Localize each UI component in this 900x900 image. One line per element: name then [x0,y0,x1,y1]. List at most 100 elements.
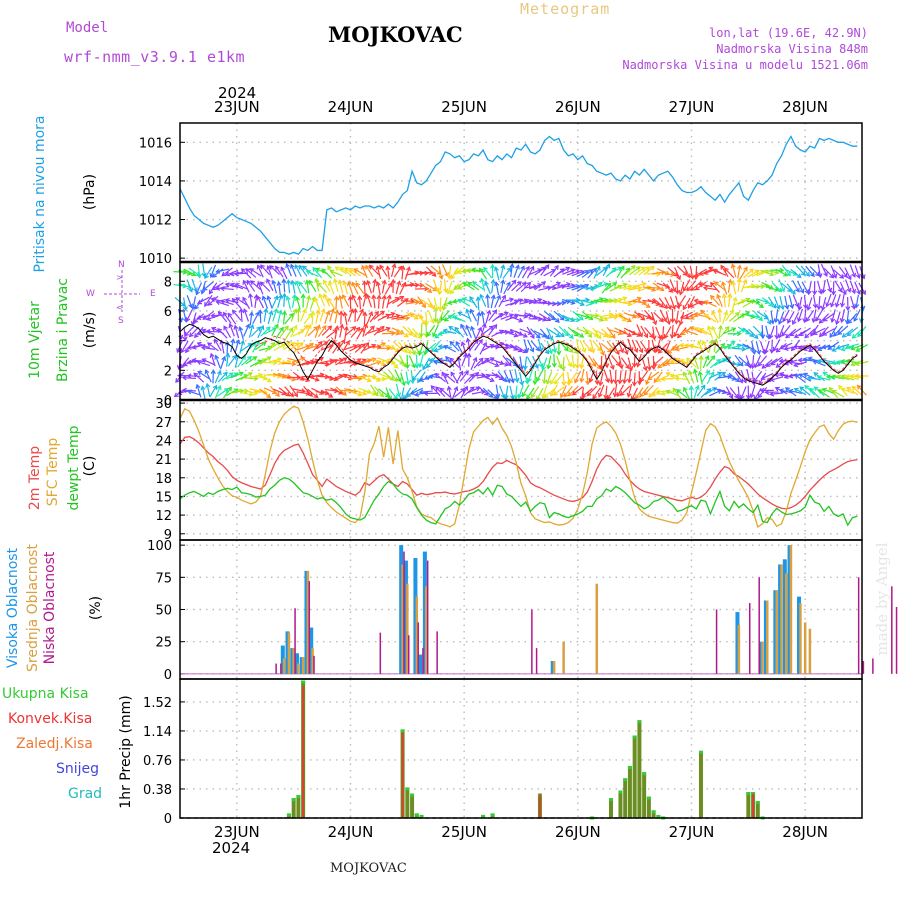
precipitation-ytick-label: 0 [164,812,172,827]
wind-arrow [653,356,664,366]
wind-arrow [449,341,460,352]
wind-arrow-head [365,279,371,286]
wind-arrow [714,371,726,381]
wind-arrow [576,299,590,302]
wind-arrow-head [306,323,312,330]
wind-arrow-head [793,362,799,368]
wind-arrow [589,369,595,383]
wind-arrow-head [210,297,216,303]
wind-arrow-head [479,277,485,283]
wind-arrow-head [522,365,528,371]
wind-arrow [600,355,603,369]
wind-arrow [410,370,414,384]
wind-arrow [404,267,411,280]
wind-arrow-head [635,266,641,271]
wind-arrow-head [501,294,506,300]
high-cloud-bar [773,590,778,674]
wind-arrow [382,312,395,318]
wind-arrow [809,266,820,277]
wind-arrow [546,371,553,384]
wind-arrow [746,369,751,382]
wind-arrow [558,325,569,337]
wind-arrow [467,338,471,352]
wind-arrow-head [821,344,827,350]
wind-arrow [627,357,633,371]
wind-arrow [201,280,207,294]
wind-arrow [202,358,215,366]
low-cloud-bar [280,663,282,674]
total-rain-bar [405,787,410,818]
wind-arrow [481,344,494,352]
wind-arrow-head [298,341,304,347]
wind-arrow-head [554,318,560,323]
wind-arrow [581,387,593,398]
wind-arrow-head [233,271,239,277]
model-elevation-label: Nadmorska Visina u modelu 1521.06m [622,58,868,72]
wind-arrow [434,373,446,383]
wind-arrow-head [709,371,715,377]
wind-arrow-head [180,348,186,354]
wind-arrow-head [567,362,573,368]
wind-arrow-head [211,272,217,278]
wind-arrow [546,340,553,354]
mid-cloud-bar [775,590,778,674]
high-cloud-bar [778,564,783,674]
top-date-label: 28JUN [782,98,829,116]
wind-arrow [683,372,691,385]
total-rain-bar [291,798,296,818]
wind-arrow-head [827,287,833,293]
wind-arrow [605,385,608,399]
wind-arrow [751,340,756,354]
wind-arrow [466,309,472,322]
wind-arrow [547,355,552,369]
wind-arrow [410,297,423,304]
wind-arrow [537,338,543,352]
wind-arrow [747,269,759,278]
wind-arrow [378,388,390,398]
wind-arrow-head [799,386,805,392]
wind-arrow-head [759,387,765,394]
wind-arrow-head [779,372,785,377]
wind-arrow-head [490,294,496,300]
wind-arrow [396,317,410,321]
wind-arrow-head [584,269,590,275]
wind-arrow-head [741,346,747,352]
wind-arrow-head [794,374,800,379]
wind-arrow-head [227,312,233,318]
wind-arrow-head [492,323,498,329]
wind-arrow-head [421,303,427,309]
mid-cloud-bar [415,596,419,674]
wind-arrow [417,296,426,308]
total-rain-bar-cap [646,796,651,800]
wind-arrow-head [612,282,618,287]
wind-arrow-head [217,328,223,333]
wind-arrow-head [215,285,221,291]
wind-ytick-label: 0 [164,394,172,409]
wind-arrow-head [224,271,231,277]
wind-arrow [740,386,747,399]
wind-arrow-head [554,379,559,385]
wind-arrow-head [805,271,810,277]
wind-arrow-head [774,269,780,275]
wind-arrow-head [202,286,208,291]
wind-arrow-head [769,391,775,397]
wind-arrow [821,297,827,310]
wind-arrow [249,268,262,277]
mid-cloud-bar [595,583,599,674]
wind-arrow [536,387,544,400]
wind-arrow [631,339,638,353]
wind-arrow [523,370,529,384]
wind-arrow [349,344,362,352]
wind-arrow [688,370,695,384]
wind-arrow [685,329,698,336]
wind-ytick-label: 8 [164,275,172,290]
wind-arrow-head [809,387,815,393]
top-date-label: 27JUN [668,98,715,116]
wind-arrow [183,327,186,341]
wind-arrow-head [626,392,632,398]
wind-arrow [202,310,214,320]
wind-arrow [510,264,513,278]
wind-arrow [773,339,781,352]
wind-arrow [619,370,622,384]
wind-arrow-head [646,314,652,320]
